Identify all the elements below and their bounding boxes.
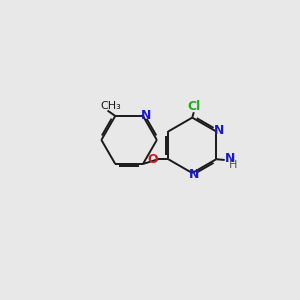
Text: N: N: [141, 109, 151, 122]
Text: O: O: [148, 153, 158, 166]
Text: N: N: [189, 168, 199, 181]
Text: N: N: [225, 152, 235, 165]
Text: H: H: [229, 160, 237, 170]
Text: N: N: [214, 124, 224, 137]
Text: Cl: Cl: [187, 100, 200, 112]
Text: CH₃: CH₃: [100, 101, 122, 111]
